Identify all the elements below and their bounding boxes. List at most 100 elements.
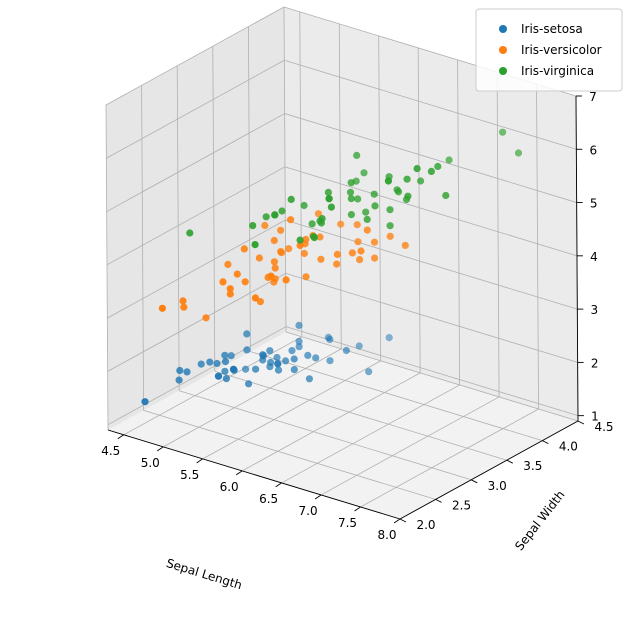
point-iris-versicolor (354, 238, 362, 246)
point-iris-virginica (308, 220, 316, 228)
point-iris-setosa (252, 365, 260, 373)
x-tick (314, 494, 322, 500)
grid-line (285, 331, 579, 422)
point-iris-virginica (370, 190, 378, 198)
point-iris-setosa (197, 360, 205, 368)
grid-line (179, 390, 472, 481)
point-iris-setosa (242, 365, 250, 373)
point-iris-virginica (442, 191, 450, 200)
axis-lines (107, 95, 579, 520)
point-iris-setosa (213, 359, 221, 368)
point-iris-versicolor (277, 249, 286, 257)
point-iris-virginica (287, 195, 295, 203)
point-iris-versicolor (255, 254, 263, 262)
point-iris-versicolor (287, 216, 295, 224)
y-tick-label: 4.0 (559, 440, 578, 454)
point-iris-versicolor (158, 304, 166, 312)
point-iris-setosa (206, 358, 214, 366)
point-iris-virginica (278, 207, 286, 215)
point-iris-virginica (386, 206, 394, 214)
grid-line (281, 384, 460, 484)
x-tick-label: 6.5 (259, 492, 278, 506)
grid-line (250, 351, 543, 441)
point-iris-virginica (249, 222, 257, 230)
point-iris-virginica (347, 179, 355, 187)
point-iris-setosa (304, 351, 312, 359)
point-iris-versicolor (296, 241, 304, 249)
point-iris-virginica (325, 195, 333, 203)
x-tick-label: 8.0 (377, 528, 396, 542)
point-iris-setosa (290, 366, 298, 374)
point-iris-setosa (266, 347, 274, 355)
point-iris-setosa (267, 358, 275, 366)
tick-labels: 4.5 5.0 5.5 6.0 6.5 7.0 7.5 8.0 2.0 2.5 3.0 3.5 4.0 4… (101, 90, 613, 542)
point-iris-virginica (427, 167, 435, 175)
grid-line (212, 46, 216, 372)
x-tick-label: 7.0 (299, 504, 318, 518)
legend-marker (499, 67, 507, 75)
point-iris-setosa (274, 366, 283, 374)
y-tick (506, 459, 514, 464)
point-iris-setosa (245, 380, 253, 388)
point-iris-setosa (222, 375, 230, 383)
x-tick (275, 482, 282, 488)
point-iris-setosa (221, 367, 229, 375)
grid-line (106, 113, 285, 212)
grid-line (285, 219, 578, 310)
grid-line (141, 85, 144, 411)
x-tick (235, 470, 243, 476)
point-iris-versicolor (226, 285, 234, 293)
grid-line (107, 219, 286, 319)
point-iris-setosa (385, 334, 393, 342)
x-tick-label: 5.0 (141, 456, 160, 470)
y-tick (435, 498, 442, 503)
point-iris-versicolor (270, 258, 278, 266)
point-iris-setosa (230, 366, 238, 374)
point-iris-setosa (295, 321, 303, 329)
point-iris-virginica (514, 149, 523, 157)
grid-line (285, 273, 578, 363)
z-tick-label: 6 (590, 143, 598, 157)
grid-line (214, 370, 507, 461)
x-tick-label: 7.5 (338, 516, 357, 530)
point-iris-versicolor (224, 260, 232, 268)
grid-line (378, 35, 382, 361)
point-iris-versicolor (261, 221, 269, 230)
z-axis-line (575, 95, 579, 422)
x-tick-label: 5.5 (180, 468, 199, 482)
point-iris-virginica (353, 151, 361, 159)
point-iris-versicolor (316, 233, 324, 241)
point-iris-virginica (445, 156, 453, 164)
point-iris-virginica (347, 211, 355, 219)
point-iris-versicolor (353, 221, 361, 229)
side-pane (106, 7, 286, 430)
point-iris-versicolor (179, 297, 187, 305)
x-tick (117, 434, 125, 440)
x-tick (156, 446, 164, 452)
point-iris-versicolor (282, 276, 290, 284)
point-iris-virginica (251, 241, 259, 249)
grid-line (107, 273, 286, 372)
grid-line (248, 26, 251, 352)
x-axis-line (107, 429, 401, 520)
point-iris-virginica (310, 234, 318, 242)
point-iris-setosa (227, 352, 235, 360)
grid-line (106, 59, 285, 159)
point-iris-versicolor (271, 264, 279, 272)
y-axis-line (399, 420, 579, 520)
point-iris-versicolor (314, 210, 322, 218)
point-iris-versicolor (180, 303, 188, 311)
legend-label: Iris-versicolor (521, 43, 602, 57)
point-iris-setosa (295, 337, 303, 345)
point-iris-versicolor (348, 249, 356, 257)
point-iris-setosa (259, 352, 267, 360)
point-iris-setosa (326, 335, 334, 343)
point-iris-virginica (318, 215, 326, 223)
point-iris-versicolor (267, 272, 275, 280)
point-iris-setosa (326, 357, 334, 365)
x-tick-label: 6.0 (220, 480, 239, 494)
point-iris-versicolor (240, 245, 248, 253)
point-iris-versicolor (317, 255, 325, 263)
x-axis-label: Sepal Length (165, 556, 244, 592)
grid-line (105, 6, 285, 106)
